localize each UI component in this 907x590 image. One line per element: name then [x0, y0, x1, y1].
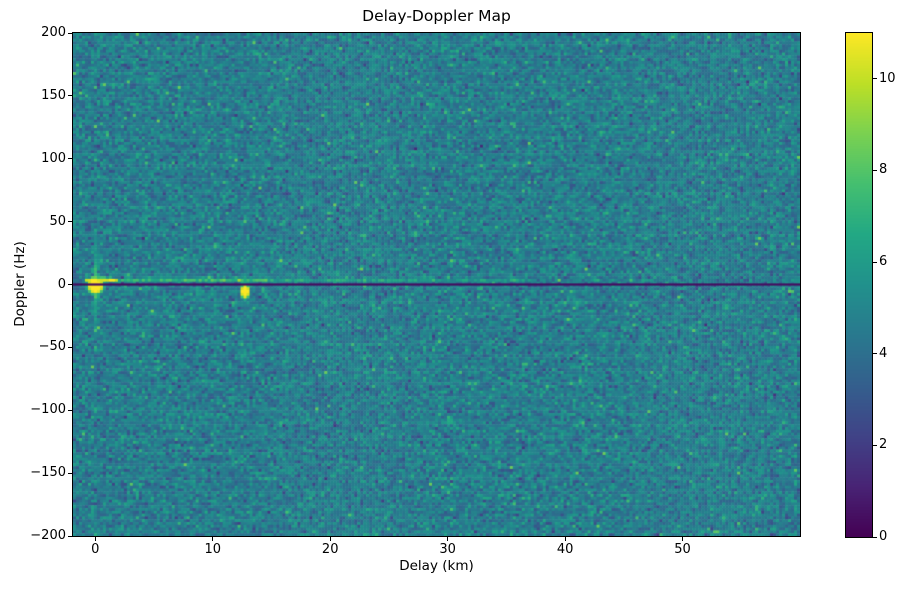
- y-tick-label: 150: [41, 87, 66, 103]
- y-tick-label: −200: [30, 528, 66, 543]
- y-tick-mark: [68, 346, 72, 348]
- colorbar-tick-label: 8: [879, 162, 888, 178]
- x-tick-mark: [212, 537, 214, 541]
- x-tick-mark: [564, 537, 566, 541]
- x-tick-label: 40: [556, 542, 574, 557]
- y-tick-mark: [68, 95, 72, 97]
- y-tick-mark: [68, 221, 72, 223]
- y-tick-label: 0: [57, 276, 66, 292]
- y-tick-label: 100: [41, 150, 66, 166]
- y-tick-label: −150: [30, 465, 66, 481]
- colorbar-border: [845, 32, 873, 538]
- y-tick-label: −100: [30, 402, 66, 418]
- y-tick-mark: [68, 32, 72, 34]
- x-tick-label: 50: [674, 542, 691, 557]
- colorbar-tick-mark: [873, 78, 877, 80]
- y-tick-label: −50: [38, 339, 66, 355]
- y-tick-mark: [68, 535, 72, 537]
- heatmap-canvas: [73, 33, 800, 536]
- chart-title: Delay-Doppler Map: [362, 7, 511, 25]
- colorbar-tick-label: 4: [879, 345, 888, 361]
- x-tick-label: 0: [91, 542, 100, 557]
- colorbar-tick-mark: [873, 261, 877, 263]
- x-axis-label: Delay (km): [399, 558, 474, 574]
- colorbar-tick-label: 0: [879, 529, 888, 544]
- y-tick-mark: [68, 284, 72, 285]
- x-tick-mark: [447, 537, 449, 541]
- colorbar-tick-label: 6: [879, 254, 888, 270]
- colorbar-tick-label: 2: [879, 437, 888, 453]
- colorbar-tick-label: 10: [879, 70, 896, 86]
- y-tick-mark: [68, 472, 72, 474]
- colorbar-tick-mark: [873, 353, 877, 355]
- colorbar-tick-mark: [873, 536, 877, 538]
- colorbar-tick-mark: [873, 444, 877, 446]
- x-tick-mark: [94, 537, 96, 541]
- y-tick-mark: [68, 158, 72, 160]
- x-tick-mark: [682, 537, 684, 541]
- colorbar-tick-mark: [873, 169, 877, 171]
- y-tick-mark: [68, 409, 72, 411]
- x-tick-label: 20: [321, 542, 339, 557]
- plot-area-border: [72, 32, 801, 537]
- y-tick-label: 200: [41, 25, 66, 40]
- x-tick-label: 30: [439, 542, 456, 557]
- colorbar-canvas: [846, 33, 872, 537]
- x-tick-label: 10: [204, 542, 222, 557]
- x-tick-mark: [329, 537, 331, 541]
- y-tick-label: 50: [49, 213, 66, 229]
